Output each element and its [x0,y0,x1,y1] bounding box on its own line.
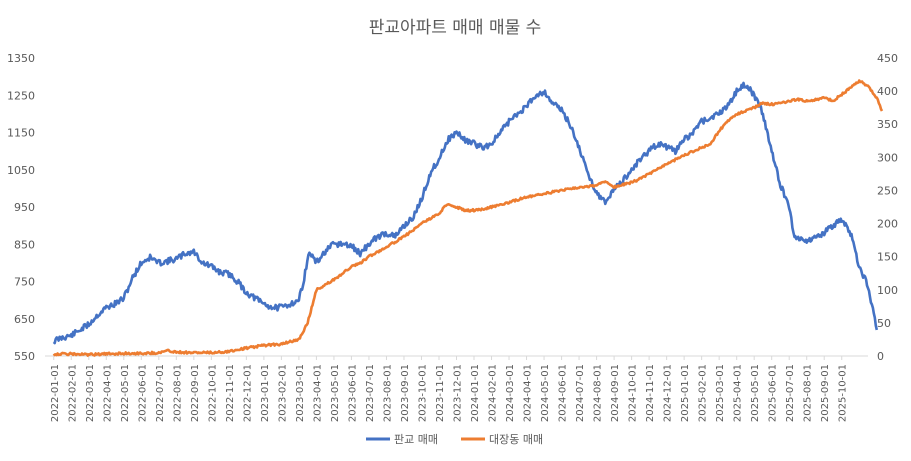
x-axis-tick-label: 2025-07-01 [785,364,796,422]
left-axis-tick-label: 1250 [7,89,35,102]
x-axis-tick-label: 2022-11-01 [225,364,236,422]
series-layer [52,79,884,357]
x-axis-tick-label: 2025-02-01 [698,364,709,422]
chart-title: 판교아파트 매매 매물 수 [369,18,542,38]
x-axis-tick-label: 2022-06-01 [137,364,148,422]
right-axis-tick-label: 300 [877,151,898,164]
left-axis-tick-label: 1050 [7,164,35,177]
series-line-pangyo [52,81,879,345]
right-axis-tick-label: 200 [877,218,898,231]
x-axis-tick-label: 2024-06-01 [558,364,569,422]
x-axis-tick-label: 2023-12-01 [453,364,464,422]
x-axis-tick-label: 2025-06-01 [768,364,779,422]
x-axis-tick-label: 2024-02-01 [488,364,499,422]
x-axis-tick-label: 2023-04-01 [312,364,323,422]
x-axis-tick-label: 2023-05-01 [330,364,341,422]
x-axis-tick-label: 2023-03-01 [295,364,306,422]
x-axis-tick-label: 2024-07-01 [575,364,586,422]
x-axis-tick-label: 2025-03-01 [715,364,726,422]
x-axis-tick-label: 2022-04-01 [102,364,113,422]
left-axis-tick-label: 750 [14,276,35,289]
x-axis-tick-label: 2022-07-01 [155,364,166,422]
right-axis-tick-label: 50 [877,317,891,330]
x-axis-tick-label: 2024-12-01 [663,364,674,422]
x-axis-tick-label: 2023-02-01 [277,364,288,422]
x-axis-tick-label: 2024-08-01 [593,364,604,422]
left-axis-tick-label: 950 [14,201,35,214]
left-axis-tick-label: 850 [14,238,35,251]
x-axis-tick-label: 2023-07-01 [365,364,376,422]
x-axis-tick-label: 2022-10-01 [207,364,218,422]
x-axis-tick-label: 2023-01-01 [260,364,271,422]
x-axis-tick-label: 2024-04-01 [523,364,534,422]
x-axis-tick-label: 2022-03-01 [85,364,96,422]
x-axis-tick-label: 2024-05-01 [540,364,551,422]
left-axis-tick-label: 1150 [7,127,35,140]
x-axis-tick-label: 2024-09-01 [610,364,621,422]
left-axis-tick-label: 650 [14,313,35,326]
right-axis-tick-label: 150 [877,251,898,264]
x-axis-tick-label: 2024-11-01 [645,364,656,422]
x-axis-tick-label: 2024-01-01 [470,364,481,422]
legend-label-daejang: 대장동 매매 [489,433,543,446]
x-axis-tick-label: 2022-08-01 [172,364,183,422]
x-axis-tick-label: 2022-12-01 [242,364,253,422]
right-axis-tick-label: 0 [877,350,884,363]
x-axis-tick-label: 2024-03-01 [505,364,516,422]
x-axis-tick-label: 2025-09-01 [820,364,831,422]
x-axis-tick-label: 2023-06-01 [347,364,358,422]
x-axis-ticks: 2022-01-01 2022-02-01 2022-03-01 2022-04-01… [50,356,849,422]
x-axis-tick-label: 2022-02-01 [67,364,78,422]
left-axis-tick-label: 550 [14,350,35,363]
x-axis-tick-label: 2025-10-01 [838,364,849,422]
x-axis-tick-label: 2023-11-01 [435,364,446,422]
right-axis-tick-label: 100 [877,284,898,297]
left-axis-ticks: 1350 1250 1150 1050 950 850 750 650 550 [7,52,35,363]
series-line-daejang [52,79,884,357]
x-axis-tick-label: 2023-10-01 [417,364,428,422]
legend: 판교 매매 대장동 매매 [366,433,543,446]
x-axis-tick-label: 2022-09-01 [190,364,201,422]
legend-label-pangyo: 판교 매매 [394,433,438,446]
right-axis-tick-label: 400 [877,85,898,98]
left-axis-tick-label: 1350 [7,52,35,65]
x-axis-tick-label: 2025-05-01 [750,364,761,422]
right-axis-tick-label: 250 [877,184,898,197]
right-axis-tick-label: 450 [877,52,898,65]
x-axis-tick-label: 2024-10-01 [628,364,639,422]
x-axis-tick-label: 2023-09-01 [400,364,411,422]
x-axis-tick-label: 2025-04-01 [733,364,744,422]
right-axis-ticks: 450 400 350 300 250 200 150 100 50 0 [877,52,898,363]
right-axis-tick-label: 350 [877,118,898,131]
x-axis-tick-label: 2025-01-01 [680,364,691,422]
x-axis-tick-label: 2023-08-01 [382,364,393,422]
x-axis-tick-label: 2025-08-01 [803,364,814,422]
x-axis-tick-label: 2022-01-01 [50,364,61,422]
x-axis-tick-label: 2022-05-01 [120,364,131,422]
